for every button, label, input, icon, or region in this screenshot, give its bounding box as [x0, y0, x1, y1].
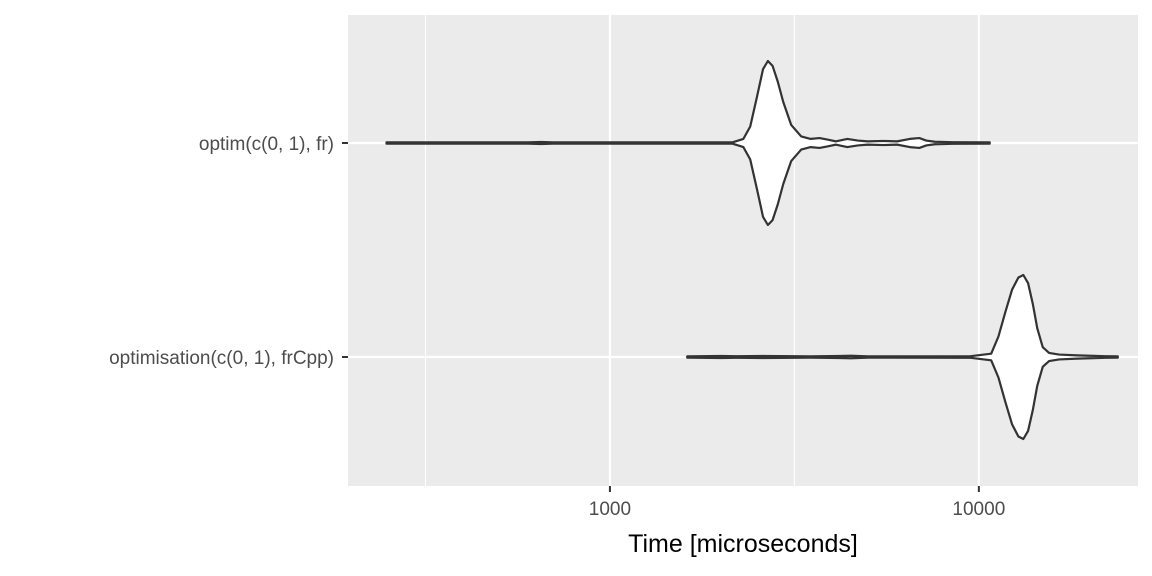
violin-1	[686, 273, 1119, 441]
y-tick-label-1: optimisation(c(0, 1), frCpp)	[109, 348, 334, 369]
violin-0	[385, 59, 991, 227]
violins	[385, 59, 1119, 441]
y-tick-label-0: optim(c(0, 1), fr)	[199, 134, 334, 155]
x-axis: 1000 10000	[589, 486, 1005, 520]
y-axis: optim(c(0, 1), fr) optimisation(c(0, 1), …	[109, 134, 348, 369]
x-tick-label-1: 10000	[952, 499, 1005, 520]
x-tick-label-0: 1000	[589, 499, 631, 520]
x-axis-title: Time [microseconds]	[628, 530, 858, 558]
